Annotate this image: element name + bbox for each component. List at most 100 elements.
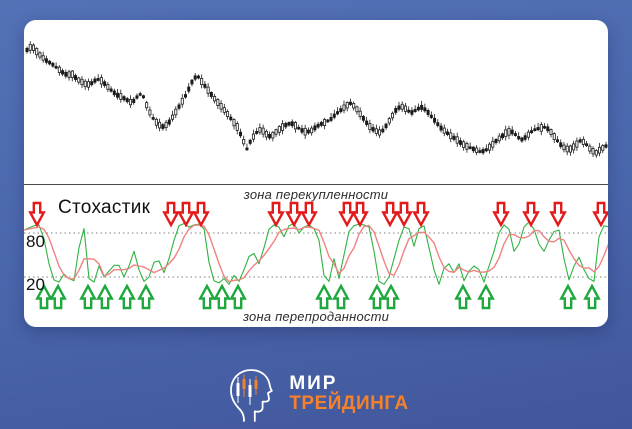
candle-body [465, 143, 469, 150]
candle-body [238, 131, 242, 137]
candle-body [601, 145, 605, 151]
candle-body [310, 127, 314, 134]
candle-body [64, 71, 68, 77]
sell-signal-arrow-down-icon [192, 201, 210, 228]
candle-body [436, 122, 440, 127]
candle-body [533, 128, 537, 132]
candle-body [455, 136, 459, 144]
candle-body [504, 129, 508, 137]
candle-body [342, 104, 346, 111]
sell-signal-arrow-down-icon [300, 201, 318, 228]
sell-signal-arrow-down-icon [492, 201, 510, 228]
stochastic-panel: зона перекупленности Стохастик 80 20 зон… [24, 185, 608, 327]
candle-body [449, 132, 453, 140]
candle-body [135, 95, 139, 99]
candle-body [374, 128, 378, 134]
panel-divider [24, 184, 608, 185]
candle-body [549, 129, 553, 135]
buy-signal-arrow-up-icon [477, 283, 495, 310]
candle-body [481, 149, 485, 154]
candle-body [497, 135, 501, 142]
candle-body [93, 78, 97, 83]
candle-body [151, 117, 155, 120]
sell-signal-arrow-down-icon [338, 201, 356, 228]
candle-body [203, 83, 207, 88]
candle-body [86, 81, 90, 88]
buy-signal-arrow-up-icon [96, 283, 114, 310]
candle-body [484, 148, 488, 152]
candle-body [235, 123, 239, 131]
candle-body [591, 148, 595, 155]
candle-body [332, 113, 336, 118]
candle-body [471, 146, 475, 152]
candle-body [572, 143, 576, 151]
candle-body [423, 107, 427, 112]
candle-body [61, 70, 65, 75]
candle-body [293, 122, 297, 130]
logo-candle-body [242, 379, 246, 389]
candle-body [271, 131, 275, 139]
candle-body [546, 126, 550, 132]
buy-signal-arrow-up-icon [332, 283, 350, 310]
buy-signal-arrow-up-icon [454, 283, 472, 310]
candle-body [129, 99, 133, 106]
candle-body [604, 144, 608, 148]
candle-body [578, 139, 582, 143]
candle-body [446, 131, 450, 135]
candle-body [83, 80, 87, 88]
candle-body [568, 145, 572, 153]
candle-body [154, 118, 158, 126]
candle-body [167, 119, 171, 125]
buy-signal-arrow-up-icon [368, 283, 386, 310]
candle-body [35, 48, 39, 56]
candle-body [138, 93, 142, 96]
candle-body [323, 119, 327, 127]
sell-signal-arrow-down-icon [162, 201, 180, 228]
candle-body [116, 92, 120, 98]
candle-body [48, 60, 52, 65]
logo-candle-body [236, 383, 240, 396]
candle-body [433, 117, 437, 123]
candle-body [494, 138, 498, 144]
candle-body [585, 143, 589, 147]
price-panel [24, 20, 608, 185]
candle-body [420, 104, 424, 110]
candle-body [365, 120, 369, 125]
candle-body [99, 77, 103, 85]
candle-body [348, 101, 352, 105]
candle-body [125, 98, 129, 103]
level-80-label: 80 [26, 232, 45, 251]
candle-body [319, 121, 323, 126]
candle-body [200, 78, 204, 86]
candle-body [219, 102, 223, 110]
candle-body [407, 109, 411, 113]
candle-body [213, 96, 217, 102]
candle-body [216, 99, 220, 106]
candle-body [523, 135, 527, 140]
candle-body [361, 116, 365, 121]
candle-body [345, 102, 349, 109]
candle-body [303, 127, 307, 136]
head-candles-logo-icon [230, 369, 274, 422]
candle-body [500, 133, 504, 139]
candle-body [277, 125, 281, 133]
candle-body [475, 147, 479, 153]
candle-body [28, 44, 32, 51]
candle-body [222, 107, 226, 113]
candle-body [403, 105, 407, 112]
buy-signal-arrow-up-icon [382, 283, 400, 310]
candle-body [183, 94, 187, 98]
candle-body [109, 88, 113, 92]
buy-signal-arrow-up-icon [35, 283, 53, 310]
candle-body [164, 121, 168, 129]
candle-body [268, 133, 272, 139]
candle-body [158, 121, 162, 129]
logo-candle-body [254, 380, 258, 389]
stochastic-d-line [24, 224, 608, 283]
candle-body [559, 142, 563, 147]
candle-body [80, 78, 84, 86]
candle-body [339, 108, 343, 113]
candle-body [413, 109, 417, 112]
candle-body [264, 131, 268, 138]
candle-body [462, 141, 466, 148]
